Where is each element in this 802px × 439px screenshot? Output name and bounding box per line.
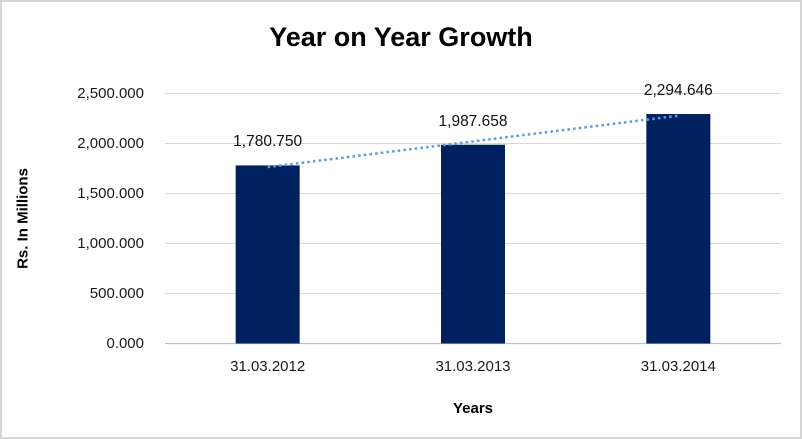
y-axis-tick-label: 1,500.000 xyxy=(77,184,144,202)
y-axis-tick-label: 0.000 xyxy=(106,334,144,352)
x-axis-tick-label: 31.03.2013 xyxy=(435,357,511,375)
data-label: 1,780.750 xyxy=(233,133,303,151)
data-label: 1,987.658 xyxy=(438,112,508,130)
y-axis-tick-label: 1,000.000 xyxy=(77,234,144,252)
x-axis-tick-label: 31.03.2012 xyxy=(230,357,306,375)
bar xyxy=(441,144,505,344)
trendline xyxy=(267,114,679,169)
y-axis-tick-label: 2,500.000 xyxy=(77,84,144,102)
y-axis-tick-label: 500.000 xyxy=(89,284,144,302)
x-axis-title: Years xyxy=(452,400,494,417)
bar xyxy=(235,165,300,344)
y-axis-tick-label: 2,000.000 xyxy=(77,134,144,152)
chart-title: Year on Year Growth xyxy=(269,22,533,52)
data-label: 2,294.646 xyxy=(643,82,713,100)
bar xyxy=(646,114,711,344)
x-axis-tick-label: 31.03.2014 xyxy=(640,357,716,375)
